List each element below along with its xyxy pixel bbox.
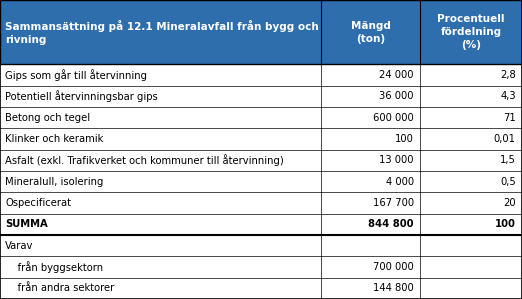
Text: Procentuell
fördelning
(%): Procentuell fördelning (%) [437,14,505,50]
Text: SUMMA: SUMMA [5,219,48,229]
Text: Ospecificerat: Ospecificerat [5,198,71,208]
Text: 100: 100 [395,134,414,144]
Text: 167 700: 167 700 [373,198,414,208]
Text: Klinker och keramik: Klinker och keramik [5,134,103,144]
Text: 144 800: 144 800 [373,283,414,293]
Text: 844 800: 844 800 [369,219,414,229]
Text: 100: 100 [495,219,516,229]
Bar [0,171,522,192]
Text: 0,01: 0,01 [494,134,516,144]
Bar [0,256,522,278]
Bar [0,192,522,214]
Text: 4,3: 4,3 [500,91,516,101]
Text: 36 000: 36 000 [379,91,414,101]
Bar [0,64,522,86]
Bar [0,107,522,128]
Text: 700 000: 700 000 [373,262,414,272]
Text: 13 000: 13 000 [379,155,414,165]
Bar [0,0,522,64]
Text: Sammansättning på 12.1 Mineralavfall från bygg och
rivning: Sammansättning på 12.1 Mineralavfall frå… [5,19,319,45]
Text: Varav: Varav [5,241,33,251]
Bar [0,235,522,256]
Text: Gips som går till återvinning: Gips som går till återvinning [5,69,147,81]
Bar [0,0,522,64]
Text: 0,5: 0,5 [500,177,516,187]
Text: 24 000: 24 000 [379,70,414,80]
Text: 600 000: 600 000 [373,113,414,123]
Bar [0,128,522,150]
Text: 20: 20 [503,198,516,208]
Bar [0,150,522,171]
Text: från andra sektorer: från andra sektorer [5,283,114,293]
Text: 1,5: 1,5 [500,155,516,165]
Text: 2,8: 2,8 [500,70,516,80]
Bar [0,214,522,235]
Text: Mineralull, isolering: Mineralull, isolering [5,177,103,187]
Text: Potentiell återvinningsbar gips: Potentiell återvinningsbar gips [5,90,158,102]
Text: 4 000: 4 000 [386,177,414,187]
Bar [0,278,522,299]
Text: 71: 71 [503,113,516,123]
Text: Asfalt (exkl. Trafikverket och kommuner till återvinning): Asfalt (exkl. Trafikverket och kommuner … [5,154,284,166]
Text: Betong och tegel: Betong och tegel [5,113,90,123]
Text: från byggsektorn: från byggsektorn [5,261,103,273]
Bar [0,86,522,107]
Text: Mängd
(ton): Mängd (ton) [351,21,390,44]
